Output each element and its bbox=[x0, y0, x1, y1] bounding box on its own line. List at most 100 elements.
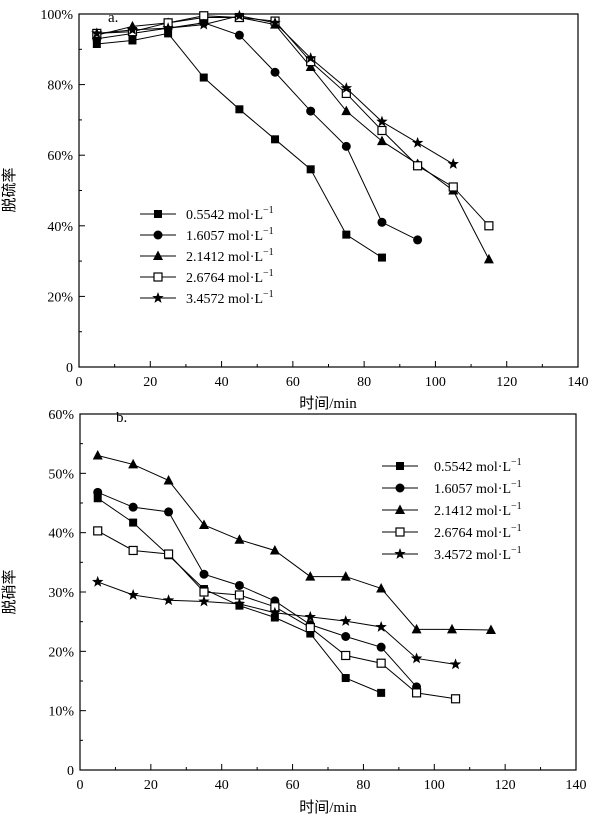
y-tick-label: 60% bbox=[48, 408, 74, 423]
series-1 bbox=[92, 29, 386, 262]
x-tick-label: 140 bbox=[568, 375, 589, 390]
data-point bbox=[269, 544, 280, 555]
data-point bbox=[162, 594, 175, 606]
series-line bbox=[96, 17, 490, 260]
data-point bbox=[129, 518, 138, 527]
x-tick-label: 80 bbox=[357, 375, 371, 390]
data-point bbox=[413, 161, 423, 171]
data-point bbox=[377, 253, 386, 262]
legend-item: 2.1412 mol·L−1 bbox=[140, 247, 274, 265]
legend-label: 2.1412 mol·L−1 bbox=[434, 501, 522, 519]
y-tick-label: 0 bbox=[66, 361, 73, 376]
data-point bbox=[411, 136, 424, 148]
series-line bbox=[97, 581, 456, 665]
series-4 bbox=[92, 11, 494, 231]
data-point bbox=[411, 688, 422, 698]
data-point bbox=[163, 474, 174, 485]
data-point bbox=[376, 115, 388, 127]
data-point bbox=[341, 650, 351, 661]
panel-label: a. bbox=[108, 10, 118, 26]
data-point bbox=[234, 580, 244, 590]
y-tick-label: 40% bbox=[48, 527, 74, 542]
legend-label: 3.4572 mol·L−1 bbox=[434, 545, 522, 563]
series-3 bbox=[92, 450, 496, 634]
legend-item: 2.1412 mol·L−1 bbox=[382, 501, 522, 519]
legend-marker bbox=[152, 292, 164, 303]
x-tick-label: 100 bbox=[425, 375, 446, 390]
data-point bbox=[164, 507, 174, 517]
legend-item: 2.6764 mol·L−1 bbox=[382, 523, 522, 541]
data-point bbox=[449, 658, 462, 670]
data-point bbox=[163, 549, 174, 559]
legend-item: 0.5542 mol·L−1 bbox=[382, 457, 522, 475]
y-tick-label: 20% bbox=[48, 645, 74, 660]
data-point bbox=[93, 487, 103, 497]
data-point bbox=[305, 622, 315, 633]
y-axis-label: 脱硝率 bbox=[1, 569, 18, 614]
data-point bbox=[376, 642, 386, 652]
legend-item: 1.6057 mol·L−1 bbox=[382, 479, 522, 497]
data-point bbox=[128, 545, 138, 556]
legend-label: 0.5542 mol·L−1 bbox=[186, 205, 274, 223]
x-tick-label: 20 bbox=[144, 778, 158, 793]
data-point bbox=[93, 526, 103, 536]
data-point bbox=[306, 165, 315, 174]
x-tick-label: 0 bbox=[76, 375, 83, 390]
legend-item: 3.4572 mol·L−1 bbox=[140, 289, 274, 307]
data-point bbox=[269, 606, 281, 618]
data-point bbox=[198, 18, 210, 30]
x-tick-label: 60 bbox=[286, 778, 300, 793]
legend-marker bbox=[153, 250, 163, 260]
legend-label: 2.1412 mol·L−1 bbox=[186, 247, 274, 265]
data-point bbox=[269, 16, 281, 28]
data-point bbox=[341, 141, 351, 151]
data-point bbox=[93, 494, 102, 503]
data-point bbox=[450, 694, 461, 704]
data-point bbox=[92, 450, 103, 460]
data-point bbox=[304, 610, 316, 622]
data-point bbox=[92, 40, 101, 49]
data-point bbox=[340, 82, 353, 93]
data-point bbox=[341, 105, 352, 116]
data-point bbox=[376, 658, 386, 668]
data-point bbox=[128, 502, 138, 512]
data-point bbox=[199, 11, 209, 21]
data-point bbox=[340, 615, 352, 626]
x-tick-label: 60 bbox=[286, 375, 300, 390]
data-point bbox=[483, 253, 494, 264]
series-5 bbox=[91, 9, 459, 169]
data-point bbox=[233, 9, 246, 21]
x-tick-label: 100 bbox=[424, 778, 445, 793]
chart-b: 0 20 40 60 80 100 120 140 0 10% 20% 30% 40% 50% 60% b. 时… bbox=[1, 408, 587, 816]
data-point bbox=[126, 23, 139, 35]
data-point bbox=[413, 235, 423, 245]
x-axis-label: 时间/min bbox=[299, 395, 357, 412]
plot-frame bbox=[78, 13, 579, 368]
data-point bbox=[447, 623, 457, 634]
data-point bbox=[306, 629, 315, 638]
data-point bbox=[341, 674, 350, 683]
x-tick-label: 0 bbox=[77, 778, 84, 793]
chart-a: 0 20 40 60 80 100 120 140 0 20% 40% 60% 80% 100% a. 时间/… bbox=[1, 8, 589, 412]
legend: 0.5542 mol·L−1 1.6057 mol·L−1 2.1412 mol·L… bbox=[382, 457, 522, 563]
legend-marker bbox=[153, 230, 163, 240]
legend-label: 0.5542 mol·L−1 bbox=[434, 457, 522, 475]
y-tick-label: 80% bbox=[47, 79, 73, 94]
data-point bbox=[198, 595, 210, 607]
data-point bbox=[271, 135, 280, 144]
panel-label: b. bbox=[116, 410, 127, 426]
legend-item: 0.5542 mol·L−1 bbox=[140, 205, 274, 223]
x-axis-label: 时间/min bbox=[299, 799, 357, 816]
data-point bbox=[341, 632, 351, 641]
data-point bbox=[377, 125, 387, 136]
legend-marker bbox=[153, 272, 163, 282]
legend-label: 2.6764 mol·L−1 bbox=[434, 523, 522, 541]
x-tick-label: 80 bbox=[356, 778, 370, 793]
legend-item: 3.4572 mol·L−1 bbox=[382, 545, 522, 563]
data-point bbox=[411, 623, 422, 634]
data-point bbox=[234, 590, 245, 600]
y-tick-label: 50% bbox=[48, 467, 74, 482]
data-point bbox=[340, 571, 351, 581]
data-point bbox=[92, 575, 104, 587]
data-point bbox=[91, 27, 103, 39]
